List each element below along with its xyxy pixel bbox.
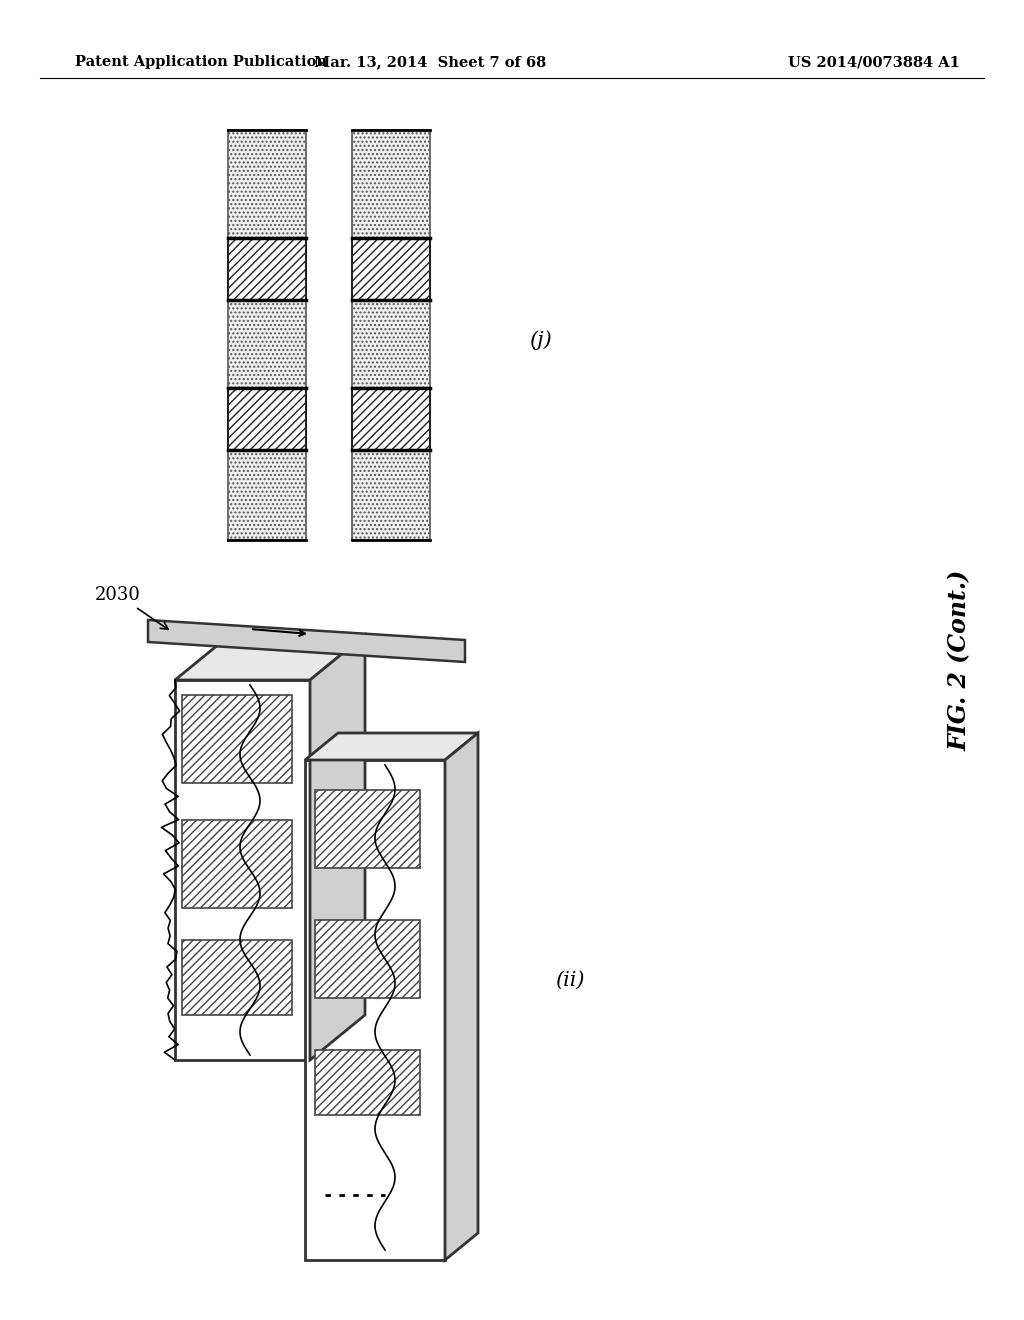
Bar	[228, 129, 306, 540]
Polygon shape	[175, 635, 365, 680]
Text: US 2014/0073884 A1: US 2014/0073884 A1	[788, 55, 961, 69]
Bar	[228, 238, 306, 300]
Bar	[182, 820, 292, 908]
Bar	[352, 238, 430, 300]
Polygon shape	[148, 620, 465, 663]
Bar	[182, 940, 292, 1015]
Text: 2030: 2030	[95, 586, 168, 630]
Bar	[175, 680, 310, 1060]
Text: FIG. 2 (Cont.): FIG. 2 (Cont.)	[948, 569, 972, 751]
Bar	[228, 388, 306, 450]
Bar	[315, 1049, 420, 1115]
Text: (j): (j)	[528, 330, 551, 350]
Polygon shape	[445, 733, 478, 1261]
Bar	[352, 129, 430, 540]
Polygon shape	[305, 733, 478, 760]
Polygon shape	[310, 635, 365, 1060]
Bar	[305, 760, 445, 1261]
Bar	[182, 696, 292, 783]
Bar	[315, 920, 420, 998]
Bar	[352, 388, 430, 450]
Text: (ii): (ii)	[555, 970, 585, 990]
Bar	[315, 789, 420, 869]
Text: Mar. 13, 2014  Sheet 7 of 68: Mar. 13, 2014 Sheet 7 of 68	[314, 55, 546, 69]
Text: Patent Application Publication: Patent Application Publication	[75, 55, 327, 69]
